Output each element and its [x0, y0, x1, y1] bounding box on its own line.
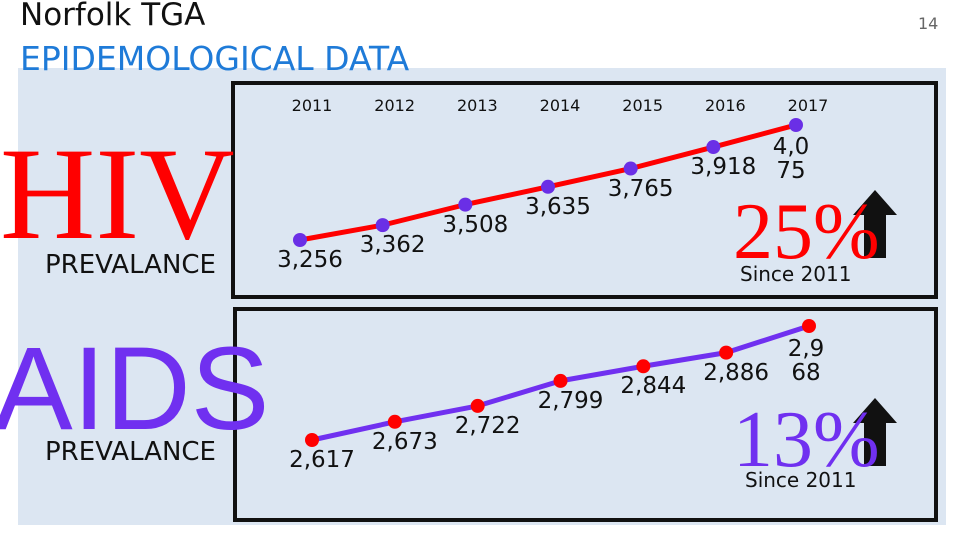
- data-label: 3,918: [690, 154, 757, 181]
- data-point: [375, 218, 390, 233]
- change-note: Since 2011: [740, 262, 852, 286]
- slide-title: Norfolk TGA: [20, 0, 206, 33]
- data-point: [623, 161, 638, 176]
- change-annotation: 25%: [733, 188, 880, 276]
- x-tick-label: 2016: [704, 96, 746, 115]
- series-subtitle: PREVALANCE: [45, 250, 216, 280]
- data-label: 3,508: [442, 211, 509, 238]
- data-label: 2,799: [537, 387, 604, 414]
- data-label: 2,722: [454, 412, 521, 439]
- x-tick-label: 2013: [456, 96, 498, 115]
- data-label: 3,765: [607, 175, 674, 202]
- series-title: AIDS: [0, 323, 270, 455]
- data-label: 2,968: [787, 336, 825, 387]
- x-tick-label: 2012: [374, 96, 416, 115]
- data-point: [458, 197, 473, 212]
- up-arrow: [853, 190, 897, 258]
- data-label: 2,844: [620, 373, 687, 400]
- data-point: [636, 359, 651, 374]
- x-tick-label: 2017: [787, 96, 829, 115]
- x-tick-label: 2014: [539, 96, 581, 115]
- data-label: 2,617: [289, 447, 355, 473]
- data-label: 2,886: [703, 359, 770, 386]
- slide-subtitle: EPIDEMOLOGICAL DATA: [20, 39, 410, 78]
- data-point: [706, 140, 721, 155]
- data-point: [293, 233, 307, 247]
- data-label: 2,673: [371, 428, 438, 455]
- data-point: [789, 118, 803, 132]
- data-point: [305, 433, 319, 447]
- x-tick-label: 2015: [622, 96, 664, 115]
- change-annotation: 13%: [733, 396, 880, 484]
- data-label: 3,635: [525, 193, 591, 220]
- data-point: [719, 345, 734, 360]
- series-subtitle: PREVALANCE: [45, 437, 216, 467]
- data-point: [802, 319, 816, 333]
- data-point: [387, 414, 402, 429]
- data-point: [541, 179, 555, 194]
- chart-frame: [231, 81, 938, 299]
- change-note: Since 2011: [745, 468, 857, 492]
- series-title: HIV: [0, 120, 235, 267]
- data-point: [553, 373, 568, 388]
- data-label: 4,075: [772, 134, 810, 185]
- x-tick-label: 2011: [291, 96, 333, 115]
- chart-frame: [233, 307, 938, 522]
- page-number: 14: [918, 14, 939, 33]
- data-point: [470, 398, 485, 413]
- data-label: 3,256: [277, 247, 343, 273]
- up-arrow: [853, 398, 897, 466]
- data-label: 3,362: [359, 232, 426, 259]
